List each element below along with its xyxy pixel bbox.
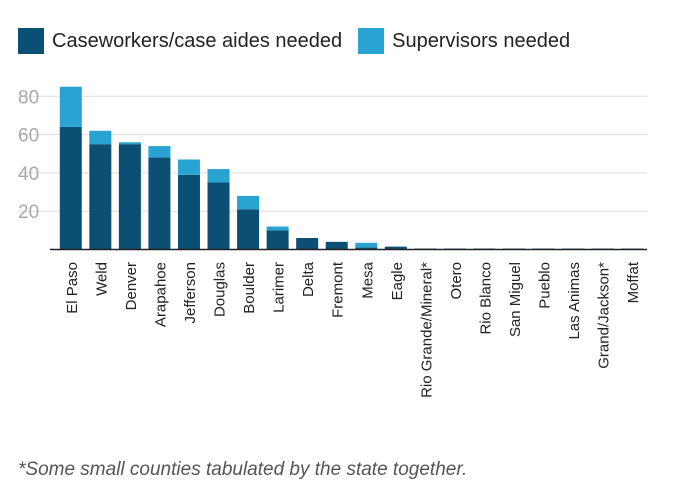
x-tick-label: Rio Blanco (477, 262, 494, 335)
bar-caseworkers (89, 144, 112, 250)
bar-caseworkers (177, 174, 200, 250)
footnote: *Some small counties tabulated by the st… (18, 459, 468, 480)
bar-supervisors (148, 146, 171, 158)
x-tick-label: Boulder (241, 262, 258, 314)
bar-supervisors (89, 130, 112, 145)
bar-caseworkers (384, 246, 407, 250)
x-tick-label: Delta (300, 261, 317, 297)
bar-caseworkers (266, 230, 289, 250)
bar-caseworkers (237, 209, 260, 250)
bar-supervisors (118, 142, 141, 145)
bar-supervisors (59, 86, 82, 127)
bar-caseworkers (148, 157, 171, 250)
x-tick-label: Eagle (389, 262, 406, 300)
x-tick-label: Pueblo (537, 262, 554, 309)
legend-swatch-supervisors (358, 28, 385, 54)
bar-supervisors (237, 195, 260, 210)
bar-caseworkers (118, 144, 141, 250)
x-tick-label: Arapahoe (152, 262, 169, 327)
x-tick-label: Weld (93, 262, 110, 296)
bar-caseworkers (355, 247, 378, 250)
y-tick-label: 80 (18, 87, 39, 108)
y-tick-label: 40 (18, 164, 39, 185)
legend-item-caseworkers[interactable]: Caseworkers/case aides needed (18, 28, 342, 54)
legend-label-supervisors: Supervisors needed (392, 29, 571, 52)
bar-supervisors (207, 169, 230, 183)
y-tick-label: 20 (18, 202, 39, 223)
x-tick-label: Grand/Jackson* (596, 262, 613, 369)
legend-swatch-caseworkers (18, 28, 44, 54)
legend-label-caseworkers: Caseworkers/case aides needed (52, 29, 343, 52)
y-tick-label: 60 (18, 126, 39, 147)
stacked-bar-chart: 20 40 60 80 El Paso Weld Denver Arapahoe Jeffers… (18, 86, 647, 398)
x-tick-label: Otero (448, 262, 465, 300)
x-tick-label: El Paso (64, 262, 81, 314)
x-tick-label: Denver (123, 262, 140, 310)
x-tick-label: Las Animas (566, 262, 583, 340)
x-tick-label: Rio Grande/Mineral* (418, 262, 435, 398)
legend-item-supervisors[interactable]: Supervisors needed (358, 28, 570, 54)
bar-caseworkers (59, 126, 82, 250)
bar-supervisors (355, 242, 378, 248)
x-tick-label: Jefferson (182, 262, 199, 323)
bar-supervisors (266, 226, 289, 231)
x-tick-label: Douglas (212, 262, 229, 317)
legend: Caseworkers/case aides needed Supervisor… (18, 28, 586, 54)
bar-supervisors (177, 159, 200, 175)
x-tick-label: Fremont (330, 261, 347, 318)
x-tick-label: Mesa (359, 261, 376, 298)
bar-caseworkers (207, 182, 230, 250)
bar-caseworkers (296, 238, 319, 250)
x-tick-label: San Miguel (507, 262, 524, 337)
x-tick-label: Larimer (271, 262, 288, 313)
bar-caseworkers (325, 241, 348, 250)
x-tick-label: Moffat (625, 261, 642, 303)
